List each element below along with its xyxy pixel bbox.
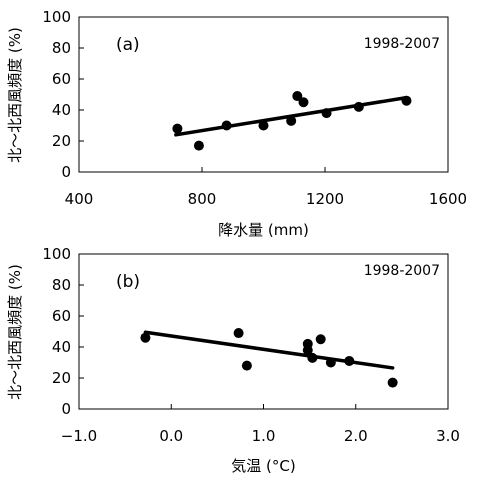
panel-label: (a)	[116, 35, 140, 55]
data-point	[302, 345, 313, 356]
x-tick-label: 1.0	[252, 427, 276, 445]
data-point	[292, 91, 303, 102]
panel-label: (b)	[116, 272, 140, 292]
period-label: 1998-2007	[364, 263, 440, 279]
chart-panel-a: 0 20 40 60 80 100 400 800 1200 1600 降水量 (mm) 北～北西風頻…	[6, 8, 467, 239]
data-point	[241, 360, 252, 371]
plot-frame	[78, 16, 449, 173]
y-tick-label: 60	[52, 70, 71, 88]
x-tick-label: 2.0	[344, 427, 368, 445]
data-point	[286, 115, 297, 126]
y-tick-label: 40	[52, 101, 71, 119]
x-tick-label: 1600	[429, 190, 467, 208]
data-point	[221, 120, 232, 131]
period-label: 1998-2007	[364, 36, 440, 52]
y-tick-label: 0	[61, 163, 71, 181]
x-tick-label: 3.0	[436, 427, 460, 445]
data-point	[344, 355, 355, 366]
data-point	[315, 334, 326, 345]
data-point	[233, 328, 244, 339]
y-tick-label: 100	[42, 245, 71, 263]
y-tick-label: 80	[52, 39, 71, 57]
data-point	[140, 332, 151, 343]
data-point	[307, 352, 318, 363]
x-axis-label: 降水量 (mm)	[218, 221, 309, 239]
y-axis-label: 北～北西風頻度 (%)	[6, 264, 24, 400]
trend-line	[143, 330, 395, 370]
data-point	[298, 97, 309, 108]
data-point	[401, 95, 412, 106]
data-point	[353, 101, 364, 112]
chart-panel-b: 0 20 40 60 80 100 −1.0 0.0 1.0 2.0 3.0 気温 (°C) 北～北西風…	[6, 245, 460, 475]
data-point	[193, 140, 204, 151]
y-tick-label: 100	[42, 8, 71, 26]
data-point	[321, 108, 332, 119]
y-tick-label: 0	[61, 400, 71, 418]
y-tick-label: 20	[52, 132, 71, 150]
y-tick-label: 80	[52, 276, 71, 294]
y-axis-label: 北～北西風頻度 (%)	[6, 27, 24, 163]
x-tick-label: 0.0	[159, 427, 183, 445]
y-tick-label: 60	[52, 307, 71, 325]
x-tick-label: 1200	[306, 190, 344, 208]
x-tick-label: 800	[188, 190, 217, 208]
y-tick-label: 40	[52, 338, 71, 356]
y-tick-label: 20	[52, 369, 71, 387]
x-tick-label: −1.0	[61, 427, 97, 445]
data-point	[325, 357, 336, 368]
data-point	[172, 123, 183, 134]
x-axis-label: 気温 (°C)	[231, 457, 295, 475]
x-tick-label: 400	[65, 190, 94, 208]
data-point	[258, 120, 269, 131]
data-point	[387, 377, 398, 388]
